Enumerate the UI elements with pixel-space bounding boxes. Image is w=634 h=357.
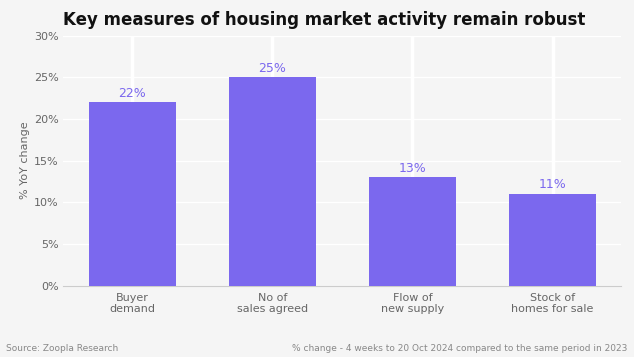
- Text: 13%: 13%: [399, 162, 426, 175]
- Bar: [369, 177, 456, 286]
- Bar: [229, 77, 316, 286]
- Text: Key measures of housing market activity remain robust: Key measures of housing market activity …: [63, 11, 586, 29]
- Text: 25%: 25%: [259, 62, 286, 75]
- Bar: [509, 194, 596, 286]
- Text: Source: Zoopla Research: Source: Zoopla Research: [6, 345, 119, 353]
- Text: 11%: 11%: [539, 178, 566, 191]
- Text: 22%: 22%: [119, 87, 146, 100]
- Y-axis label: % YoY change: % YoY change: [20, 122, 30, 200]
- Bar: [89, 102, 176, 286]
- Text: % change - 4 weeks to 20 Oct 2024 compared to the same period in 2023: % change - 4 weeks to 20 Oct 2024 compar…: [292, 345, 628, 353]
